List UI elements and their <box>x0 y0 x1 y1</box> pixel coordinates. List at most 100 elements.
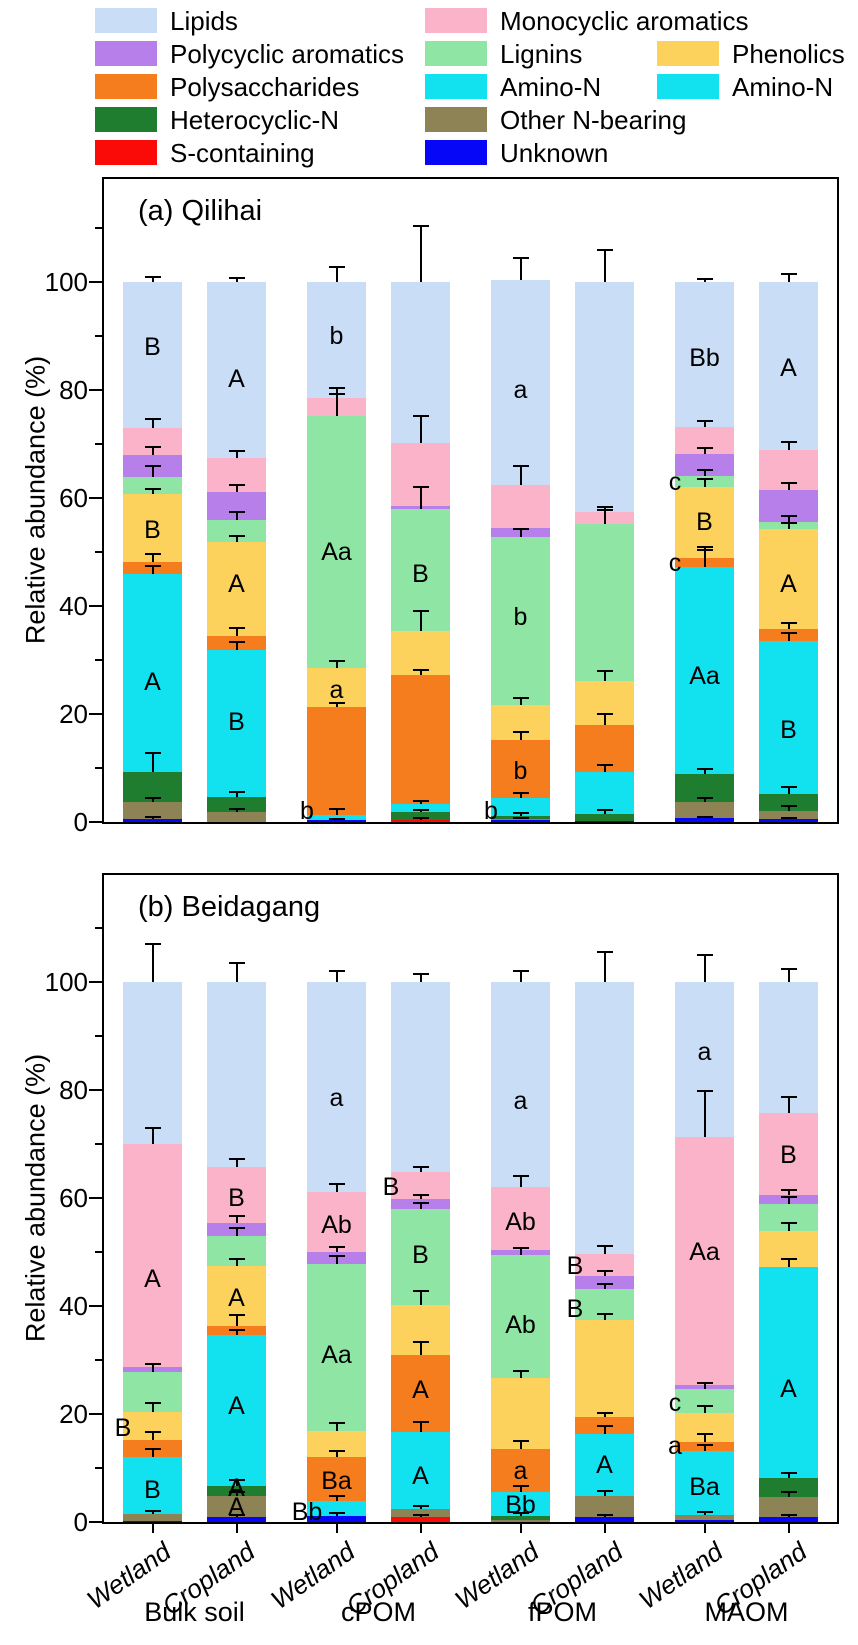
error-bar-cap <box>512 816 529 819</box>
error-bar <box>235 1491 238 1497</box>
error-bar <box>235 628 238 637</box>
significance-letter: B <box>382 1173 400 1202</box>
error-bar <box>703 479 706 488</box>
error-bar <box>151 466 154 477</box>
bar-segment-lipids <box>575 282 634 513</box>
error-bar-cap <box>412 1202 429 1205</box>
error-bar-cap <box>144 1510 161 1513</box>
error-bar-cap <box>596 670 613 673</box>
error-bar-cap <box>696 446 713 449</box>
error-bar-cap <box>144 816 161 819</box>
panel-title: (b) Beidagang <box>138 891 321 923</box>
error-bar <box>519 1441 522 1450</box>
error-bar <box>787 633 790 642</box>
error-bar-cap <box>144 564 161 567</box>
error-bar-cap <box>696 548 713 551</box>
significance-letter: B <box>144 1475 161 1504</box>
error-bar <box>787 441 790 450</box>
error-bar-cap <box>144 1362 161 1365</box>
error-bar-cap <box>412 1513 429 1516</box>
bar-segment-amino <box>759 1267 818 1479</box>
error-bar <box>335 394 338 416</box>
error-bar-cap <box>780 804 797 807</box>
error-bar <box>335 1255 338 1264</box>
error-bar <box>603 714 606 725</box>
significance-letter: Ba <box>321 1466 352 1495</box>
y-axis-major-tick <box>89 1413 102 1415</box>
error-bar <box>419 487 422 509</box>
y-axis-minor-tick <box>95 335 102 337</box>
error-bar-cap <box>328 387 345 390</box>
error-bar <box>519 698 522 705</box>
y-axis-major-tick <box>89 713 102 715</box>
significance-letter: A <box>144 1265 161 1293</box>
y-axis-major-tick <box>89 389 102 391</box>
error-bar-cap <box>412 414 429 417</box>
error-bar <box>151 753 154 773</box>
error-bar <box>419 1194 422 1200</box>
stacked-bar-bulk-soil-wetland: A B B <box>115 875 182 1522</box>
significance-letter: B <box>412 559 429 588</box>
error-bar <box>603 952 606 982</box>
error-bar <box>151 1403 154 1412</box>
error-bar-cap <box>596 1411 613 1414</box>
error-bar-cap <box>512 730 529 733</box>
error-bar-cap <box>696 277 713 280</box>
significance-letter: A <box>780 354 797 383</box>
error-bar <box>787 273 790 282</box>
significance-letter: A <box>596 1451 613 1480</box>
bar-segment-lignins <box>123 476 182 495</box>
significance-letter: B <box>144 332 161 361</box>
bar-segment-lipids <box>759 982 818 1114</box>
significance-letter: B <box>412 1240 429 1269</box>
error-bar <box>335 388 338 399</box>
error-bar <box>787 1259 790 1268</box>
error-bar-cap <box>780 621 797 624</box>
x-axis-tick <box>703 1524 706 1533</box>
error-bar <box>603 1425 606 1434</box>
bar-segment-phenolics <box>575 1319 634 1418</box>
error-bar-cap <box>780 515 797 518</box>
lipids-swatch <box>95 8 157 33</box>
error-bar-cap <box>780 272 797 275</box>
bar-segment-polysac <box>307 1457 366 1501</box>
bar-segment-phenolics <box>491 1377 550 1450</box>
significance-letter: A <box>228 1283 245 1312</box>
error-bar-cap <box>228 511 245 514</box>
bar-segment-lignins <box>307 1263 366 1431</box>
y-tick-label: 40 <box>59 591 88 621</box>
error-bar-cap <box>328 1254 345 1257</box>
error-bar-cap <box>144 1448 161 1451</box>
error-bar-cap <box>512 1512 529 1515</box>
bar-segment-lignins <box>575 523 634 682</box>
error-bar-cap <box>144 417 161 420</box>
y-tick-label: 60 <box>59 1183 88 1213</box>
error-bar <box>235 1259 238 1267</box>
y-tick-label: 40 <box>59 1291 88 1321</box>
y-axis-minor-tick <box>95 927 102 929</box>
significance-letter: Ab <box>321 1211 352 1239</box>
bar-segment-lipids <box>307 982 366 1193</box>
error-bar <box>235 536 238 542</box>
error-bar <box>787 787 790 794</box>
error-bar-cap <box>696 478 713 481</box>
amino-swatch <box>657 74 719 99</box>
significance-letter: c <box>668 1389 682 1418</box>
error-bar <box>235 1315 238 1326</box>
error-bar <box>419 1291 422 1305</box>
error-bar-cap <box>228 450 245 453</box>
error-bar <box>603 1271 606 1276</box>
error-bar <box>519 1176 522 1188</box>
significance-letter: B <box>566 1294 584 1323</box>
error-bar <box>519 528 522 537</box>
error-bar-cap <box>144 275 161 278</box>
error-bar-cap <box>328 1449 345 1452</box>
bar-segment-otherN <box>207 1496 266 1518</box>
x-axis-tick <box>151 1524 154 1533</box>
bar-segment-lipids <box>675 282 734 428</box>
error-bar <box>335 1183 338 1193</box>
y-axis-major-tick <box>89 497 102 499</box>
legend-label: Amino-N <box>500 72 602 102</box>
bar-segment-otherN <box>123 1513 182 1521</box>
